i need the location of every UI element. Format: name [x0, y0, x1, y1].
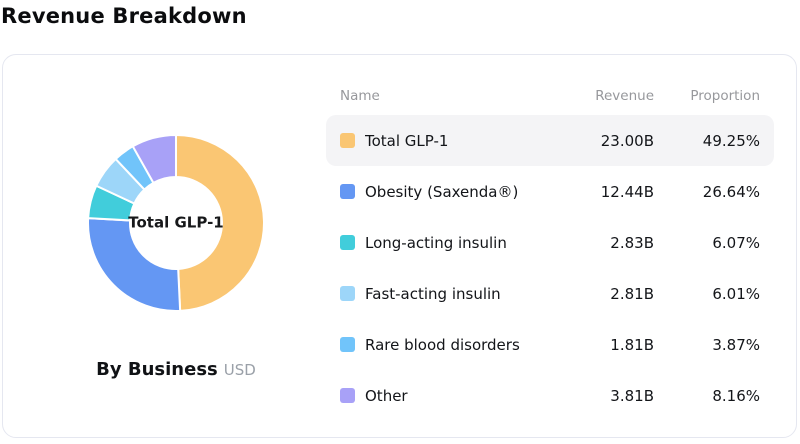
- proportion-value: 49.25%: [702, 131, 760, 150]
- legend-name-cell: Obesity (Saxenda®): [340, 183, 554, 201]
- legend-color-swatch: [340, 286, 355, 301]
- donut-segment[interactable]: [87, 217, 182, 312]
- page-title: Revenue Breakdown: [1, 4, 247, 28]
- legend-name-label: Long-acting insulin: [365, 233, 507, 252]
- donut-chart: Total GLP-1: [84, 131, 268, 315]
- legend-row[interactable]: Long-acting insulin 2.83B 6.07%: [326, 217, 774, 268]
- legend-row[interactable]: Fast-acting insulin 2.81B 6.01%: [326, 268, 774, 319]
- breakdown-table: Name Revenue Proportion Total GLP-1 23.00…: [326, 55, 796, 437]
- legend-name-cell: Other: [340, 387, 554, 405]
- table-header-row: Name Revenue Proportion: [326, 87, 774, 105]
- column-header-name: Name: [340, 88, 380, 104]
- legend-name-label: Total GLP-1: [365, 131, 449, 150]
- legend-name-cell: Fast-acting insulin: [340, 285, 554, 303]
- legend-row[interactable]: Total GLP-1 23.00B 49.25%: [326, 115, 774, 166]
- legend-color-swatch: [340, 184, 355, 199]
- legend-color-swatch: [340, 235, 355, 250]
- donut-segment[interactable]: [175, 134, 265, 312]
- legend-color-swatch: [340, 133, 355, 148]
- legend-name-label: Fast-acting insulin: [365, 284, 501, 303]
- legend-name-label: Obesity (Saxenda®): [365, 182, 519, 201]
- legend-name-label: Rare blood disorders: [365, 335, 520, 354]
- legend-name-cell: Total GLP-1: [340, 132, 554, 150]
- revenue-value: 2.83B: [610, 233, 654, 252]
- legend-row[interactable]: Other 3.81B 8.16%: [326, 370, 774, 421]
- revenue-value: 1.81B: [610, 335, 654, 354]
- chart-footer-dimension-label: By Business: [96, 359, 218, 380]
- chart-footer: By Business USD: [96, 359, 256, 380]
- chart-footer-unit-label: USD: [223, 361, 256, 379]
- legend-row[interactable]: Obesity (Saxenda®) 12.44B 26.64%: [326, 166, 774, 217]
- revenue-value: 12.44B: [600, 182, 654, 201]
- legend-color-swatch: [340, 388, 355, 403]
- legend-color-swatch: [340, 337, 355, 352]
- revenue-value: 3.81B: [610, 386, 654, 405]
- donut-center-label: Total GLP-1: [128, 213, 224, 232]
- column-header-proportion: Proportion: [690, 88, 760, 104]
- revenue-value: 2.81B: [610, 284, 654, 303]
- donut-chart-panel: Total GLP-1 By Business USD: [3, 55, 326, 437]
- legend-name-cell: Long-acting insulin: [340, 234, 554, 252]
- revenue-value: 23.00B: [600, 131, 654, 150]
- column-header-revenue: Revenue: [595, 88, 654, 104]
- legend-name-label: Other: [365, 386, 408, 405]
- legend-name-cell: Rare blood disorders: [340, 336, 554, 354]
- donut-segment[interactable]: [131, 134, 177, 184]
- proportion-value: 6.01%: [712, 284, 760, 303]
- proportion-value: 3.87%: [712, 335, 760, 354]
- revenue-breakdown-card: Total GLP-1 By Business USD Name Revenue …: [2, 54, 797, 438]
- legend-row[interactable]: Rare blood disorders 1.81B 3.87%: [326, 319, 774, 370]
- proportion-value: 26.64%: [702, 182, 760, 201]
- donut-svg: [87, 134, 265, 312]
- proportion-value: 8.16%: [712, 386, 760, 405]
- proportion-value: 6.07%: [712, 233, 760, 252]
- table-body: Total GLP-1 23.00B 49.25% Obesity (Saxenda®…: [326, 115, 774, 421]
